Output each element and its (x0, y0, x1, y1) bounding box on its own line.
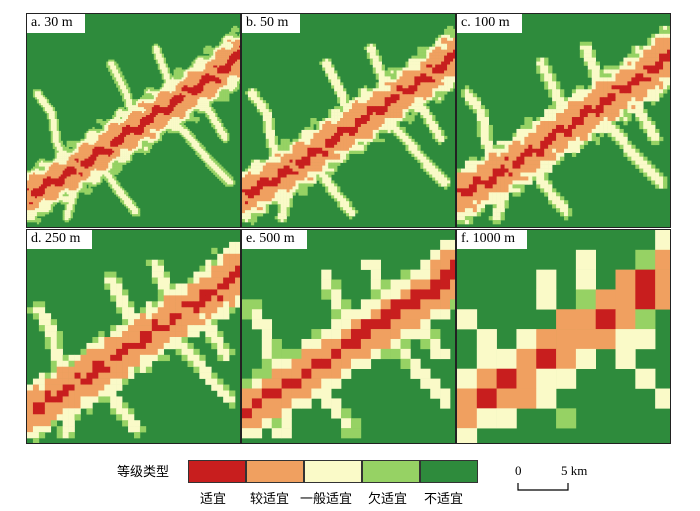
panel-label: c. 100 m (457, 14, 522, 33)
map-panel-100m: c. 100 m (456, 13, 671, 228)
map-panel-250m: d. 250 m (26, 229, 241, 444)
legend: 等级类型 适宜 较适宜 一般适宜 欠适宜 不适宜 0 5 km (0, 455, 700, 511)
suitability-raster (27, 241, 240, 443)
legend-swatch-unsuitable (420, 460, 478, 483)
legend-swatch-suitable (188, 460, 246, 483)
suitability-raster (27, 25, 240, 225)
scale-end-label: 5 km (561, 463, 588, 478)
suitability-raster (242, 239, 455, 439)
map-panel-50m: b. 50 m (241, 13, 456, 228)
panel-label: f. 1000 m (457, 230, 528, 249)
legend-label-fairly-suitable: 较适宜 (250, 492, 290, 507)
map-panel-1000m: f. 1000 m (456, 229, 671, 444)
legend-swatch-moderately-suitable (304, 460, 362, 483)
suitability-raster (457, 25, 670, 225)
legend-title: 等级类型 (117, 465, 170, 480)
scale-start-label: 0 (515, 463, 522, 478)
panel-label: e. 500 m (242, 230, 307, 249)
legend-label-less-suitable: 欠适宜 (368, 492, 408, 507)
legend-swatch-less-suitable (362, 460, 420, 483)
map-panel-30m: a. 30 m (26, 13, 241, 228)
suitability-raster (457, 230, 670, 443)
scale-bar-line (517, 483, 569, 491)
suitability-raster (242, 25, 455, 226)
panel-label: a. 30 m (27, 14, 85, 33)
panel-label: d. 250 m (27, 230, 93, 249)
legend-label-suitable: 适宜 (200, 492, 227, 507)
legend-label-moderately-suitable: 一般适宜 (300, 492, 353, 507)
map-grid: a. 30 m b. 50 m c. 100 m d. 250 m e. 500… (26, 13, 672, 444)
scale-bar: 0 5 km (513, 463, 593, 493)
legend-swatch-fairly-suitable (246, 460, 304, 483)
legend-label-unsuitable: 不适宜 (424, 492, 464, 507)
map-panel-500m: e. 500 m (241, 229, 456, 444)
panel-label: b. 50 m (242, 14, 301, 33)
